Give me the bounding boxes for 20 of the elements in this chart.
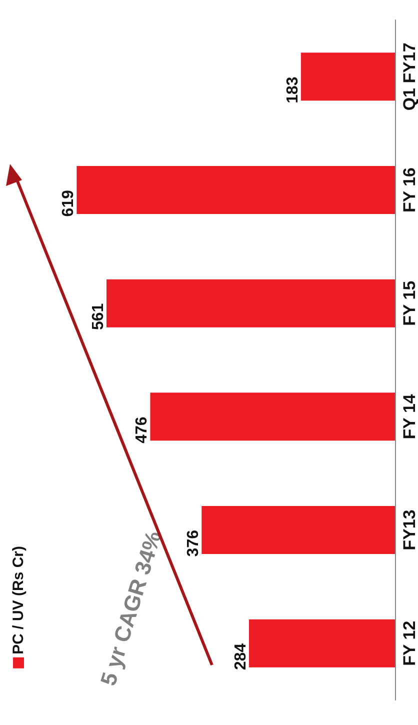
data-label: 376 — [185, 530, 202, 557]
bar — [202, 506, 395, 554]
bar — [150, 392, 395, 441]
bar — [248, 619, 395, 668]
bar — [300, 52, 395, 101]
bar — [106, 279, 395, 328]
y-tick-label: FY 14 — [400, 394, 418, 440]
y-tick-label: FY13 — [400, 510, 418, 550]
text: PC / UV (Rs Cr) — [10, 546, 27, 654]
data-label: 561 — [90, 303, 107, 330]
y-tick-label: FY 12 — [400, 620, 418, 666]
y-tick-label: FY 15 — [400, 280, 418, 326]
bar — [76, 166, 395, 214]
annotation: 5 yr CAGR 34% — [96, 528, 166, 688]
y-tick-label: Q1 FY17 — [400, 42, 418, 111]
data-label: 619 — [60, 190, 78, 217]
data-label: 183 — [284, 76, 302, 104]
data-label: 476 — [134, 416, 151, 444]
data-label: 284 — [232, 643, 250, 670]
y-tick-label: FY 16 — [400, 167, 418, 213]
